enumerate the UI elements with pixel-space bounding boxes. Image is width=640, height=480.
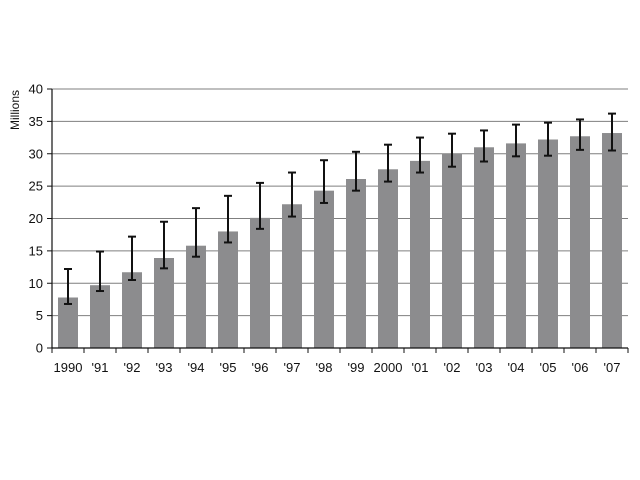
- x-tick-label: 2000: [374, 360, 403, 375]
- y-tick-label: 30: [29, 146, 43, 161]
- bar: [378, 169, 398, 348]
- y-tick-label: 40: [29, 82, 43, 97]
- y-axis-label: Millions: [8, 90, 22, 130]
- y-tick-label: 15: [29, 243, 43, 258]
- x-tick-label: '94: [188, 360, 205, 375]
- x-tick-label: '96: [252, 360, 269, 375]
- bar: [442, 153, 462, 348]
- bar: [602, 133, 622, 348]
- x-tick-label: '95: [220, 360, 237, 375]
- y-tick-label: 0: [36, 341, 43, 356]
- bar: [186, 245, 206, 348]
- x-tick-label: '92: [124, 360, 141, 375]
- bar: [570, 136, 590, 348]
- y-tick-label: 20: [29, 211, 43, 226]
- y-tick-label: 10: [29, 276, 43, 291]
- bars: [58, 133, 622, 348]
- x-tick-label: '99: [348, 360, 365, 375]
- x-tick-label: '05: [540, 360, 557, 375]
- bar: [218, 231, 238, 348]
- y-tick-labels: 0 5 10 15 20 25 30 35 40: [29, 82, 43, 356]
- bar: [346, 179, 366, 348]
- axes: [47, 88, 629, 353]
- bar: [250, 217, 270, 348]
- x-tick-label: '91: [92, 360, 109, 375]
- bar: [474, 147, 494, 348]
- bar: [314, 190, 334, 348]
- y-tick-label: 25: [29, 179, 43, 194]
- x-tick-label: '04: [508, 360, 525, 375]
- y-tick-label: 5: [36, 308, 43, 323]
- y-tick-label: 35: [29, 114, 43, 129]
- bar: [538, 139, 558, 348]
- x-tick-label: 1990: [54, 360, 83, 375]
- bar: [58, 297, 78, 348]
- bar: [154, 257, 174, 348]
- x-tick-label: '07: [604, 360, 621, 375]
- error-bars: [64, 112, 616, 305]
- x-tick-label: '02: [444, 360, 461, 375]
- x-tick-label: '01: [412, 360, 429, 375]
- bar: [410, 160, 430, 348]
- bar: [282, 204, 302, 348]
- bar: [506, 143, 526, 348]
- x-tick-label: '06: [572, 360, 589, 375]
- x-tick-label: '93: [156, 360, 173, 375]
- bar: [122, 272, 142, 348]
- x-tick-labels: 1990 '91 '92 '93 '94 '95 '96 '97 '98 '99 2000 '01 '0…: [54, 360, 621, 375]
- x-tick-label: '03: [476, 360, 493, 375]
- x-tick-label: '97: [284, 360, 301, 375]
- bar: [90, 285, 110, 348]
- x-tick-label: '98: [316, 360, 333, 375]
- gridlines: [52, 88, 628, 317]
